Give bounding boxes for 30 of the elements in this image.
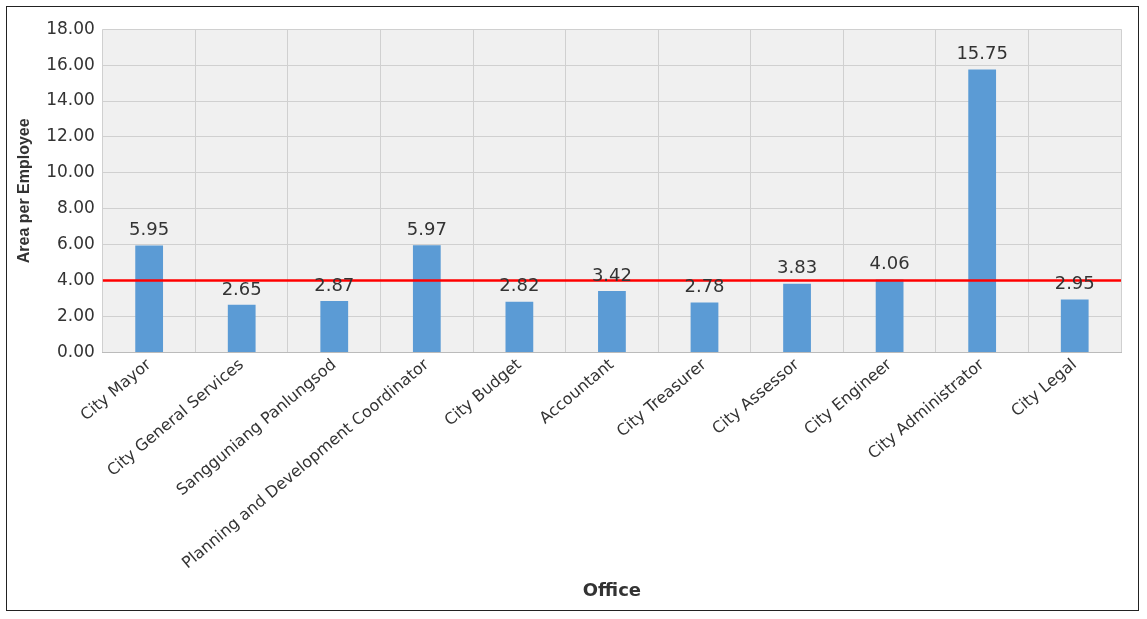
y-tick-label: 2.00 — [57, 304, 95, 325]
data-label: 15.75 — [956, 42, 1008, 64]
bar — [412, 245, 441, 352]
data-label: 3.83 — [777, 256, 818, 278]
data-label: 2.65 — [221, 277, 262, 299]
bar — [783, 283, 811, 352]
bar — [505, 301, 534, 352]
y-tick-label: 8.00 — [57, 197, 95, 218]
y-tick-label: 4.00 — [57, 269, 95, 290]
bar — [968, 69, 997, 352]
y-tick-label: 16.00 — [46, 53, 95, 74]
x-axis-title: Office — [582, 578, 642, 600]
bar — [598, 291, 626, 352]
y-tick-label: 14.00 — [46, 89, 95, 110]
bar — [227, 304, 256, 352]
y-tick-label: 12.00 — [46, 125, 95, 146]
bar — [320, 300, 349, 352]
bar — [1060, 299, 1089, 352]
bar — [135, 245, 164, 352]
data-label: 4.06 — [869, 252, 910, 274]
bar — [690, 302, 719, 352]
data-label: 5.97 — [406, 217, 447, 239]
y-axis-title: Area per Employee — [15, 118, 33, 264]
data-label: 2.78 — [684, 275, 725, 297]
y-tick-label: 18.00 — [46, 17, 95, 38]
y-tick-label: 10.00 — [46, 161, 95, 182]
data-label: 5.95 — [129, 218, 170, 240]
y-tick-label: 0.00 — [57, 340, 95, 361]
bar — [875, 279, 904, 352]
y-tick-label: 6.00 — [57, 233, 95, 254]
